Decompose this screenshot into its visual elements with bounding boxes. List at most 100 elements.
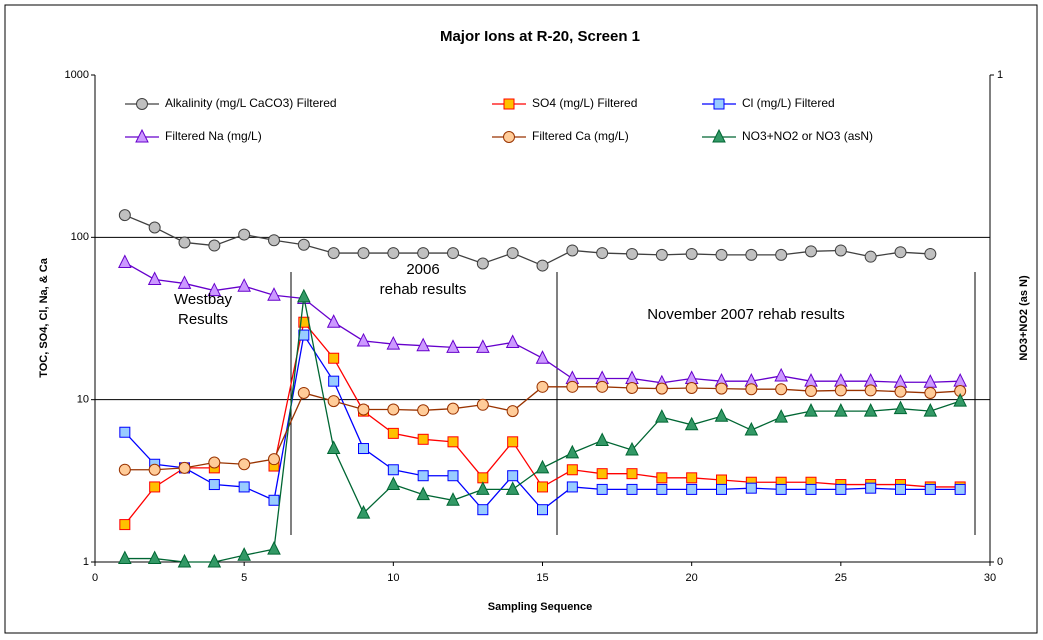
marker xyxy=(805,245,817,258)
x-tick-label: 0 xyxy=(92,572,98,584)
marker xyxy=(536,380,549,393)
annotation: rehab results xyxy=(380,281,467,298)
marker xyxy=(834,244,847,257)
marker xyxy=(537,504,548,516)
marker xyxy=(328,375,340,387)
legend-label: Cl (mg/L) Filtered xyxy=(742,96,835,110)
marker xyxy=(536,259,549,272)
marker xyxy=(537,481,548,493)
marker xyxy=(328,352,340,364)
marker xyxy=(476,481,490,495)
marker xyxy=(953,392,967,407)
marker xyxy=(864,250,877,263)
x-axis-label: Sampling Sequence xyxy=(488,601,593,613)
marker xyxy=(715,248,728,261)
marker xyxy=(119,426,131,438)
marker xyxy=(297,238,310,251)
marker xyxy=(447,436,459,448)
legend-marker xyxy=(135,128,149,143)
marker xyxy=(716,483,727,495)
marker xyxy=(626,381,638,394)
marker xyxy=(535,459,550,474)
marker xyxy=(714,408,729,422)
annotation: 2006 xyxy=(406,261,439,278)
x-tick-label: 10 xyxy=(387,572,399,584)
marker xyxy=(148,463,161,476)
marker xyxy=(148,221,161,234)
marker xyxy=(118,550,132,565)
marker xyxy=(835,483,847,495)
series xyxy=(118,380,967,476)
legend-label: Filtered Na (mg/L) xyxy=(165,129,262,143)
marker xyxy=(417,247,430,260)
marker xyxy=(894,246,907,259)
marker xyxy=(596,468,608,480)
y-tick-label: 100 xyxy=(71,231,89,243)
marker xyxy=(834,384,847,397)
marker xyxy=(656,472,668,484)
series xyxy=(118,254,967,389)
marker xyxy=(924,247,937,260)
y2-tick-label: 0 xyxy=(997,556,1003,568)
marker xyxy=(178,461,191,474)
marker xyxy=(358,443,369,455)
marker xyxy=(207,282,222,297)
marker xyxy=(595,432,609,447)
marker xyxy=(805,385,817,398)
marker xyxy=(118,209,131,222)
marker xyxy=(626,247,638,260)
y-tick-label: 1 xyxy=(83,556,89,568)
marker xyxy=(297,288,311,303)
marker xyxy=(505,334,520,348)
marker xyxy=(387,427,399,439)
y-axis-label: TOC, SO4, Cl, Na, & Ca xyxy=(38,257,50,377)
marker xyxy=(416,337,430,352)
marker xyxy=(745,482,757,494)
marker xyxy=(477,504,489,516)
marker xyxy=(775,248,788,261)
marker xyxy=(715,382,728,395)
marker xyxy=(716,474,727,486)
marker xyxy=(775,383,788,396)
marker xyxy=(356,505,371,519)
marker xyxy=(327,395,340,408)
legend-marker xyxy=(713,98,725,110)
marker xyxy=(119,519,131,531)
marker xyxy=(596,483,608,495)
annotation: Westbay xyxy=(174,291,233,308)
x-tick-label: 15 xyxy=(536,572,548,584)
marker xyxy=(387,464,399,476)
marker xyxy=(268,453,280,466)
marker xyxy=(177,553,192,568)
marker xyxy=(326,314,341,328)
marker xyxy=(655,409,669,423)
marker xyxy=(596,247,609,260)
marker xyxy=(118,254,132,268)
chart-border xyxy=(4,4,1038,634)
marker xyxy=(626,483,638,495)
marker xyxy=(625,441,639,456)
marker xyxy=(566,244,579,257)
marker xyxy=(923,403,938,417)
marker xyxy=(238,481,250,493)
marker xyxy=(417,433,429,445)
marker xyxy=(356,332,371,347)
marker xyxy=(596,380,609,393)
marker xyxy=(954,483,966,495)
marker xyxy=(387,403,400,416)
marker xyxy=(387,247,400,260)
y2-tick-label: 1 xyxy=(997,69,1003,81)
marker xyxy=(774,409,788,423)
marker xyxy=(267,287,281,301)
marker xyxy=(745,383,758,396)
legend-marker xyxy=(503,131,515,143)
marker xyxy=(357,247,370,260)
series xyxy=(118,288,967,568)
marker xyxy=(775,483,787,495)
marker xyxy=(507,470,519,482)
marker xyxy=(447,402,459,415)
marker xyxy=(147,550,162,565)
annotation: November 2007 rehab results xyxy=(647,306,845,323)
